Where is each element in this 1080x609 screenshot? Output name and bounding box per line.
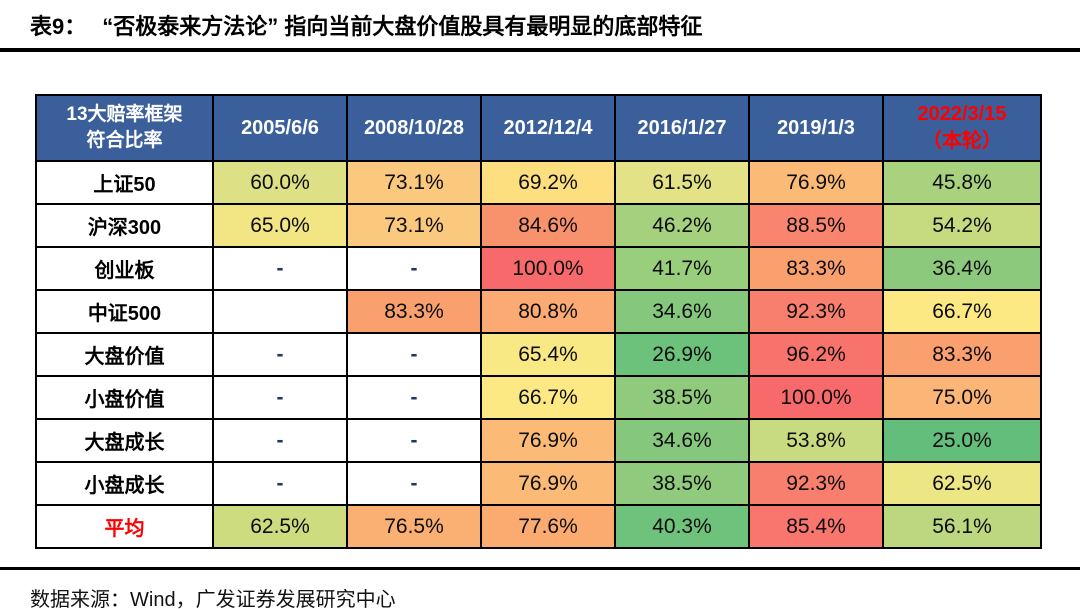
bottom-divider-line <box>0 567 1080 570</box>
row-label: 小盘价值 <box>35 375 214 420</box>
value-cell: - <box>212 246 348 291</box>
value-cell: - <box>212 375 348 420</box>
row-label: 中证500 <box>35 289 214 334</box>
value-cell: - <box>346 461 482 506</box>
table-row: 大盘价值 - -65.4% 26.9% 96.2% 83.3% <box>35 332 1042 377</box>
corner-header-line2: 符合比率 <box>86 130 163 151</box>
row-label: 大盘价值 <box>35 332 214 377</box>
value-cell: 46.2% <box>614 203 750 248</box>
current-round-header: 2022/3/15 （本轮） <box>882 94 1042 162</box>
value-cell: 54.2% <box>882 203 1042 248</box>
value-cell: - <box>346 418 482 463</box>
value-cell: - <box>346 375 482 420</box>
value-cell: 85.4% <box>748 504 884 549</box>
table-row: 上证50 60.0% 73.1% 69.2% 61.5% 76.9% 45.8% <box>35 160 1042 205</box>
row-label: 小盘成长 <box>35 461 214 506</box>
value-cell: 56.1% <box>882 504 1042 549</box>
table-row: 大盘成长 - -76.9% 34.6% 53.8% 25.0% <box>35 418 1042 463</box>
value-cell: 60.0% <box>212 160 348 205</box>
date-header-2012: 2012/12/4 <box>480 94 616 162</box>
value-cell: 62.5% <box>882 461 1042 506</box>
value-cell: 25.0% <box>882 418 1042 463</box>
row-label: 大盘成长 <box>35 418 214 463</box>
value-cell: - <box>212 418 348 463</box>
value-cell: 40.3% <box>614 504 750 549</box>
value-cell: 65.4% <box>480 332 616 377</box>
value-cell: 83.3% <box>748 246 884 291</box>
value-cell: 61.5% <box>614 160 750 205</box>
table-row: 中证500 83.3% 80.8% 34.6% 92.3% 66.7% <box>35 289 1042 334</box>
value-cell: 38.5% <box>614 461 750 506</box>
value-cell: 62.5% <box>212 504 348 549</box>
value-cell: 73.1% <box>346 160 482 205</box>
row-label: 沪深300 <box>35 203 214 248</box>
current-round-label: （本轮） <box>922 130 1002 152</box>
value-cell <box>212 289 348 334</box>
value-cell: 77.6% <box>480 504 616 549</box>
table-row: 小盘成长 - -76.9% 38.5% 92.3% 62.5% <box>35 461 1042 506</box>
value-cell: 100.0% <box>748 375 884 420</box>
value-cell: 76.5% <box>346 504 482 549</box>
value-cell: 92.3% <box>748 461 884 506</box>
value-cell: 53.8% <box>748 418 884 463</box>
table-row: 小盘价值 - -66.7% 38.5% 100.0% 75.0% <box>35 375 1042 420</box>
value-cell: 80.8% <box>480 289 616 334</box>
value-cell: 76.9% <box>748 160 884 205</box>
value-cell: 45.8% <box>882 160 1042 205</box>
value-cell: 100.0% <box>480 246 616 291</box>
value-cell: 83.3% <box>346 289 482 334</box>
table-number-label: 表9： <box>30 14 87 39</box>
corner-header: 13大赔率框架 符合比率 <box>35 94 214 162</box>
row-label: 创业板 <box>35 246 214 291</box>
value-cell: 34.6% <box>614 418 750 463</box>
odds-framework-table: 13大赔率框架 符合比率 2005/6/6 2008/10/28 2012/12… <box>35 94 1042 549</box>
date-header-2005: 2005/6/6 <box>212 94 348 162</box>
value-cell: 65.0% <box>212 203 348 248</box>
value-cell: - <box>212 461 348 506</box>
date-header-2016: 2016/1/27 <box>614 94 750 162</box>
table-row: 平均 62.5% 76.5% 77.6% 40.3% 85.4% 56.1% <box>35 504 1042 549</box>
value-cell: 66.7% <box>882 289 1042 334</box>
value-cell: 76.9% <box>480 461 616 506</box>
title-divider-line <box>0 48 1080 52</box>
value-cell: 88.5% <box>748 203 884 248</box>
value-cell: - <box>346 332 482 377</box>
value-cell: 73.1% <box>346 203 482 248</box>
corner-header-line1: 13大赔率框架 <box>66 104 183 126</box>
value-cell: 69.2% <box>480 160 616 205</box>
row-label: 上证50 <box>35 160 214 205</box>
value-cell: 96.2% <box>748 332 884 377</box>
value-cell: 92.3% <box>748 289 884 334</box>
current-round-date: 2022/3/15 <box>917 103 1007 125</box>
table-row: 创业板 - -100.0% 41.7% 83.3% 36.4% <box>35 246 1042 291</box>
value-cell: 66.7% <box>480 375 616 420</box>
value-cell: - <box>346 246 482 291</box>
value-cell: 36.4% <box>882 246 1042 291</box>
date-header-2019: 2019/1/3 <box>748 94 884 162</box>
value-cell: 83.3% <box>882 332 1042 377</box>
table-title-text: “否极泰来方法论” 指向当前大盘价值股具有最明显的底部特征 <box>102 14 703 39</box>
value-cell: 26.9% <box>614 332 750 377</box>
value-cell: 38.5% <box>614 375 750 420</box>
header-row: 13大赔率框架 符合比率 2005/6/6 2008/10/28 2012/12… <box>35 94 1042 162</box>
table-row: 沪深300 65.0% 73.1% 84.6% 46.2% 88.5% 54.2% <box>35 203 1042 248</box>
table-title: 表9： “否极泰来方法论” 指向当前大盘价值股具有最明显的底部特征 <box>0 0 1080 41</box>
value-cell: 84.6% <box>480 203 616 248</box>
data-source: 数据来源：Wind，广发证券发展研究中心 <box>30 589 396 609</box>
value-cell: - <box>212 332 348 377</box>
value-cell: 75.0% <box>882 375 1042 420</box>
value-cell: 41.7% <box>614 246 750 291</box>
date-header-2008: 2008/10/28 <box>346 94 482 162</box>
value-cell: 76.9% <box>480 418 616 463</box>
value-cell: 34.6% <box>614 289 750 334</box>
row-label: 平均 <box>35 504 214 549</box>
